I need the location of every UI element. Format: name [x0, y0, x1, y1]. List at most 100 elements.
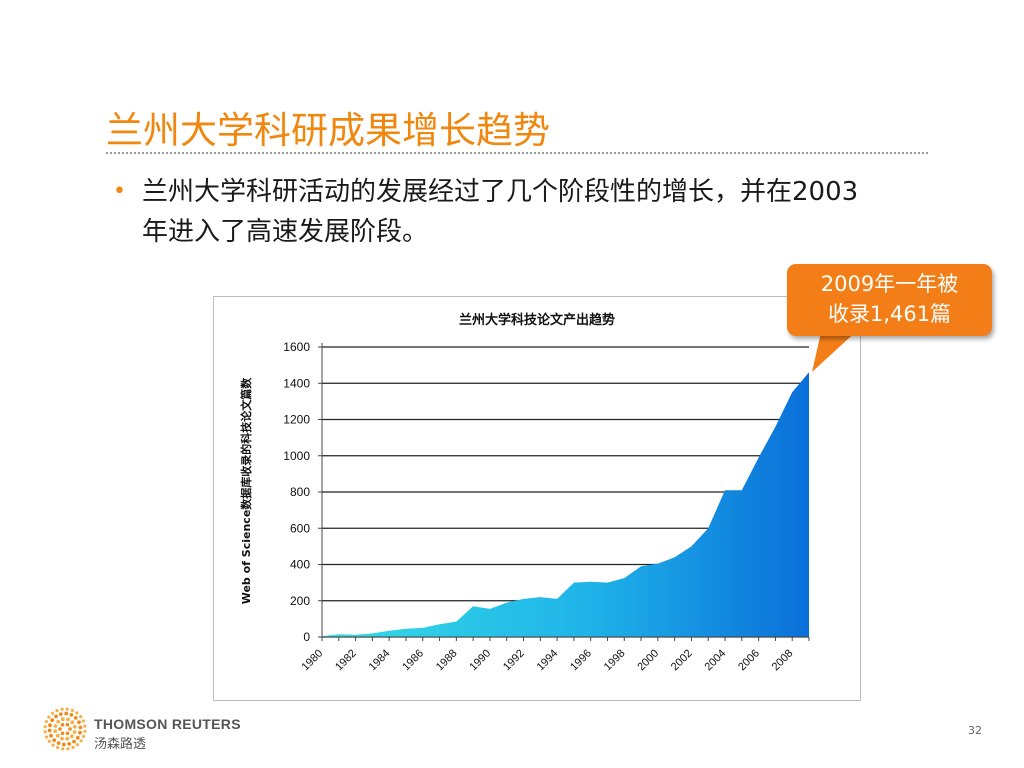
logo-dot [65, 731, 70, 736]
logo-dot [45, 735, 49, 739]
x-tick-label: 1990 [467, 647, 493, 673]
x-tick-label: 2002 [669, 647, 695, 673]
logo-dot [72, 724, 77, 729]
data-point [573, 582, 575, 584]
logo-dot [60, 736, 64, 741]
data-point [540, 596, 542, 598]
logo-dot [77, 720, 81, 725]
y-tick-label: 600 [290, 521, 310, 535]
chart-title: 兰州大学科技论文产出趋势 [459, 312, 615, 328]
logo-dot [72, 730, 77, 734]
logo-dot [70, 720, 75, 725]
area-series [322, 372, 809, 637]
data-point [523, 598, 525, 600]
logo-dot [65, 707, 69, 711]
brand-name-cn: 汤森路透 [94, 737, 147, 752]
x-tick-label: 2004 [703, 647, 729, 673]
logo-dot [49, 733, 53, 738]
chart-frame: 兰州大学科技论文产出趋势 Web of Science数据库收录的科技论文篇数 … [213, 296, 861, 701]
logo-dot [61, 742, 66, 747]
logo-dot [60, 707, 64, 711]
logo-dot [60, 731, 65, 736]
logo-dot [60, 722, 65, 727]
logo-dot [51, 743, 55, 747]
logo-dot [83, 724, 87, 728]
logo-dot [53, 724, 58, 728]
callout-pointer [812, 328, 860, 372]
data-point [707, 528, 709, 530]
logo-dot [52, 738, 57, 742]
logo-dot [56, 741, 61, 745]
data-point [355, 634, 357, 636]
logo-dot [75, 743, 79, 747]
x-tick-label: 1996 [568, 647, 594, 673]
data-point [439, 624, 441, 626]
data-point [607, 582, 609, 584]
data-point [556, 598, 558, 600]
area-chart: 兰州大学科技论文产出趋势 Web of Science数据库收录的科技论文篇数 … [239, 312, 810, 673]
logo-dot [55, 733, 60, 738]
logo-dot [43, 725, 47, 729]
data-point [674, 557, 676, 559]
logo-dot [70, 708, 74, 712]
y-tick-label: 1000 [283, 449, 310, 463]
page-number: 32 [968, 724, 982, 737]
x-tick-label: 1980 [299, 647, 325, 673]
logo-dot [54, 714, 58, 719]
y-tick-label: 1200 [283, 413, 310, 427]
bullet-item: • 兰州大学科研活动的发展经过了几个阶段性的增长，并在2003年进入了高速发展阶… [113, 172, 877, 252]
logo-dot [83, 729, 87, 733]
slide-title: 兰州大学科研成果增长趋势 [106, 109, 550, 152]
logo-dot [67, 742, 72, 746]
logo-dot [66, 717, 70, 722]
logo-dot [48, 723, 52, 728]
logo-dot [56, 719, 61, 724]
data-point [456, 621, 458, 623]
data-point [472, 605, 474, 607]
x-tick-label: 1984 [367, 647, 393, 673]
logo-dot [53, 729, 58, 734]
bullet-text: 兰州大学科研活动的发展经过了几个阶段性的增长，并在2003年进入了高速发展阶段。 [142, 177, 859, 247]
data-point [372, 633, 374, 635]
brand-name-en: THOMSON REUTERS [94, 716, 241, 732]
y-axis-label: Web of Science数据库收录的科技论文篇数 [239, 377, 253, 605]
y-tick-label: 200 [290, 594, 310, 608]
logo-dot [75, 711, 79, 715]
logo-dot [44, 720, 48, 724]
logo-dot [78, 725, 83, 730]
x-tick-label: 1994 [535, 647, 561, 673]
bullet-dot: • [113, 179, 126, 204]
data-point [388, 630, 390, 632]
data-point [405, 628, 407, 630]
x-tick-label: 1986 [400, 647, 426, 673]
data-point [691, 546, 693, 548]
x-tick-label: 1992 [501, 647, 527, 673]
annotation-callout: 2009年一年被 收录1,461篇 [787, 264, 992, 336]
logo-dot [69, 734, 74, 739]
x-tick-label: 1988 [434, 647, 460, 673]
title-divider [106, 152, 928, 154]
callout-line-2: 收录1,461篇 [827, 302, 952, 326]
x-tick-label: 1998 [602, 647, 628, 673]
data-point [422, 627, 424, 629]
data-point [657, 563, 659, 565]
data-point [338, 634, 340, 636]
y-tick-label: 1600 [283, 340, 310, 354]
y-tick-label: 800 [290, 485, 310, 499]
logo-dot [66, 747, 70, 751]
logo-dot [72, 739, 76, 744]
data-point [489, 608, 491, 610]
logo-dot [47, 715, 51, 719]
thomson-reuters-logo [43, 707, 87, 751]
logo-dot [81, 719, 85, 723]
logo-dot [60, 717, 65, 722]
logo-dot [64, 711, 69, 716]
logo-dot [79, 739, 83, 743]
logo-dot [61, 747, 65, 751]
logo-dot [71, 745, 75, 749]
logo-dot [82, 734, 86, 738]
logo-dot [43, 730, 47, 734]
data-point [640, 566, 642, 568]
data-point [624, 577, 626, 579]
logo-dot [51, 711, 55, 715]
